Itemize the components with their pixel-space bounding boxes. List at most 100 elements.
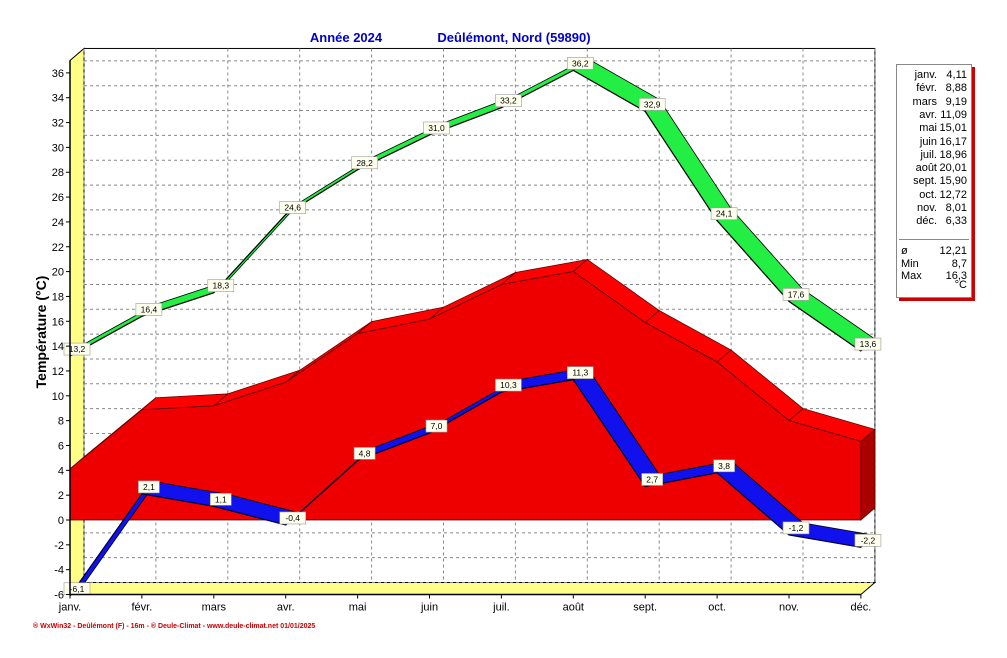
max-value-label: 31,0	[428, 123, 445, 133]
legend-month-row: févr. 8,88	[897, 82, 971, 95]
legend-month-name: juil.	[920, 148, 937, 161]
legend-month-value: 4,11	[946, 69, 967, 81]
legend-month-row: avr. 11,09	[897, 109, 971, 122]
legend-stat-row: ø 12,21	[897, 245, 971, 258]
min-label-box	[641, 473, 664, 486]
legend-unit-row: °C	[897, 279, 971, 292]
legend-stat-value: 12,21	[939, 245, 967, 257]
max-value-label: 13,6	[860, 339, 877, 349]
legend-month-row: nov. 8,01	[897, 202, 971, 215]
x-tick-label: nov.	[779, 602, 799, 614]
min-label-box	[138, 480, 160, 494]
chart-title-place: Deûlémont, Nord (59890)	[437, 30, 590, 45]
legend-month-name: mai	[919, 122, 937, 135]
max-value-label: 24,6	[284, 202, 301, 212]
legend-month-row: mai 15,01	[897, 122, 971, 135]
min-label-box	[425, 419, 448, 433]
y-tick-label: 36	[52, 68, 64, 80]
max-value-label: 17,6	[788, 289, 805, 299]
legend-month-row: août 20,01	[897, 162, 971, 175]
legend-month-name: févr.	[916, 82, 937, 95]
legend-month-value: 8,01	[945, 202, 967, 214]
max-label-box	[495, 94, 522, 107]
max-value-label: 33,2	[500, 96, 517, 106]
y-tick-label: -6	[54, 590, 64, 602]
y-tick-label: 16	[52, 316, 64, 328]
footer-credit: ® WxWin32 - Deûlémont (F) - 16m - ® Deul…	[33, 623, 316, 630]
legend-stat-name: Min	[901, 257, 919, 270]
max-label-box	[566, 57, 594, 70]
x-tick-label: sept.	[633, 602, 657, 614]
legend-stat-value: 16,3	[945, 270, 967, 282]
max-label-box	[207, 279, 235, 293]
min-label-box	[782, 521, 810, 535]
max-value-label: 13,2	[69, 344, 86, 354]
legend-stat-row: Min 8,7	[897, 258, 971, 271]
y-tick-label: 26	[52, 192, 64, 204]
y-tick-label: 22	[52, 242, 64, 254]
max-value-label: 28,2	[356, 158, 373, 168]
x-tick-label: juil.	[492, 602, 510, 614]
y-tick-label: 18	[52, 291, 64, 303]
y-tick-label: 32	[52, 118, 64, 130]
x-tick-label: déc.	[851, 602, 872, 614]
y-tick-label: 20	[52, 267, 64, 279]
min-label-box	[495, 378, 522, 392]
legend-stat-name: Max	[901, 270, 922, 282]
legend-month-value: 6,33	[945, 215, 967, 228]
y-tick-label: 28	[52, 167, 64, 179]
max-label-box	[279, 201, 307, 214]
max-label-box	[782, 288, 810, 301]
max-value-label: 24,1	[716, 209, 733, 219]
min-value-label: 3,8	[718, 461, 730, 471]
y-tick-label: 6	[58, 440, 64, 452]
legend-month-value: 8,88	[945, 82, 967, 95]
legend-month-row: oct. 12,72	[897, 189, 971, 202]
mean-end-cap	[860, 428, 876, 521]
y-tick-label: 14	[52, 341, 64, 353]
min-value-label: 10,3	[500, 380, 517, 390]
min-value-label: 11,3	[572, 368, 588, 378]
legend-month-name: juin	[919, 135, 937, 148]
legend-month-name: déc.	[916, 215, 937, 228]
max-label-box	[854, 337, 882, 351]
min-label-box	[279, 511, 307, 525]
max-series-line	[69, 69, 862, 357]
legend-month-row: janv. 4,11	[897, 69, 971, 82]
legend-month-name: janv.	[914, 69, 937, 81]
legend-month-value: 9,19	[945, 95, 967, 108]
y-tick-label: 30	[52, 142, 64, 154]
max-label-box	[638, 98, 666, 111]
y-tick-label: -4	[54, 565, 64, 577]
min-value-label: -2,2	[861, 535, 876, 545]
legend-month-row: mars 9,19	[897, 96, 971, 109]
min-label-box	[854, 534, 882, 547]
y-tick-label: 2	[58, 490, 64, 502]
min-label-box	[210, 493, 232, 506]
legend-month-row: sept. 15,90	[897, 175, 971, 188]
legend-unit: °C	[954, 279, 967, 291]
legend-month-name: nov.	[917, 202, 937, 214]
legend-separator	[899, 239, 969, 240]
y-tick-label: 34	[52, 93, 64, 105]
min-value-label: 2,1	[143, 482, 155, 492]
max-value-label: 18,3	[213, 281, 230, 291]
max-value-label: 16,4	[141, 304, 158, 314]
x-tick-label: janv.	[58, 602, 81, 614]
min-label-box	[353, 447, 376, 460]
y-tick-label: 12	[52, 366, 64, 378]
legend-stat-row: Max 16,3	[897, 270, 971, 283]
legend-month-name: août	[915, 162, 937, 175]
min-value-label: -1,2	[789, 523, 804, 533]
legend-month-value: 11,09	[940, 108, 967, 121]
y-tick-label: 8	[58, 416, 64, 428]
legend-month-value: 15,90	[939, 175, 967, 188]
monthly-mean-legend: °C janv. 4,11 févr. 8,88 mars 9,19 avr. 11,09 ma…	[896, 64, 972, 298]
legend-stat-name: ø	[901, 245, 908, 257]
legend-month-name: mars	[912, 95, 937, 108]
max-label-box	[710, 207, 738, 220]
y-axis-label: Température (°C)	[33, 276, 49, 389]
legend-month-name: oct.	[919, 188, 937, 201]
legend-month-value: 15,01	[939, 122, 967, 135]
